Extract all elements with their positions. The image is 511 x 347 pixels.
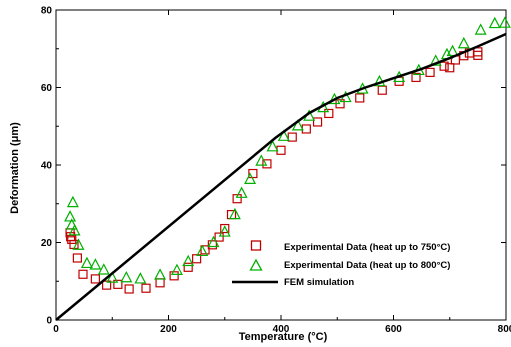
data-point-800: [228, 207, 241, 220]
data-point-800: [120, 270, 133, 283]
data-point-750: [102, 280, 112, 290]
data-point-750: [155, 278, 165, 288]
data-point-750: [169, 271, 179, 281]
data-point-800: [207, 235, 220, 248]
data-point-750: [473, 50, 483, 60]
data-point-800: [291, 119, 304, 131]
data-point-750: [214, 232, 224, 242]
data-point-800: [65, 218, 78, 230]
data-point-800: [64, 210, 77, 222]
data-point-750: [425, 67, 435, 77]
data-point-800: [80, 256, 93, 269]
fem-simulation-line: [55, 32, 507, 321]
data-point-750: [287, 132, 297, 142]
x-axis: 0 200 400 600 800: [53, 10, 511, 335]
y-axis-label: Deformation (μm): [9, 122, 21, 214]
y-tick-label: 40: [41, 161, 53, 172]
plot-area: [55, 9, 507, 321]
data-point-750: [207, 240, 217, 250]
x-tick-label: 600: [385, 324, 402, 335]
x-tick-label: 400: [273, 324, 290, 335]
data-point-750: [355, 93, 365, 103]
data-point-800: [429, 54, 442, 66]
data-point-800: [218, 225, 231, 237]
data-point-750: [124, 284, 134, 294]
data-point-800: [170, 263, 183, 275]
data-point-800: [68, 224, 81, 236]
legend-label-fem: FEM simulation: [284, 277, 354, 288]
data-point-750: [445, 63, 455, 73]
data-point-750: [220, 223, 230, 234]
data-point-800: [66, 195, 79, 208]
data-point-750: [183, 262, 193, 272]
y-tick-label: 20: [41, 238, 53, 249]
data-point-800: [89, 258, 102, 270]
x-tick-label: 200: [160, 324, 177, 335]
data-point-750: [72, 253, 82, 263]
data-point-800: [196, 244, 209, 257]
legend-marker-triangle: [249, 258, 263, 271]
data-point-750: [248, 168, 258, 179]
y-axis: 0 20 40 60 80: [41, 6, 506, 327]
data-point-750: [312, 117, 323, 127]
data-point-800: [154, 268, 167, 280]
legend-marker-square: [250, 240, 262, 251]
y-tick-label: 60: [41, 83, 53, 94]
data-point-800: [457, 36, 470, 49]
data-point-750: [192, 254, 202, 264]
data-point-750: [90, 274, 100, 284]
data-point-800: [244, 172, 257, 184]
data-point-800: [182, 254, 195, 267]
x-tick-label: 800: [498, 324, 511, 335]
data-point-750: [78, 269, 88, 279]
legend-label-800: Experimental Data (heat up to 800°C): [284, 260, 450, 271]
x-axis-label: Temperature (°C): [239, 331, 328, 343]
data-point-750: [301, 124, 311, 134]
data-point-750: [377, 85, 387, 95]
data-point-750: [232, 194, 242, 204]
data-point-800: [446, 44, 459, 57]
x-tick-label: 0: [53, 324, 59, 335]
data-point-750: [262, 159, 272, 169]
data-point-800: [97, 263, 110, 275]
legend: Experimental Data (heat up to 750°C) Exp…: [232, 240, 450, 288]
legend-label-750: Experimental Data (heat up to 750°C): [284, 242, 450, 253]
data-point-800: [474, 23, 487, 35]
data-point-800: [266, 139, 279, 152]
y-tick-label: 0: [46, 316, 52, 327]
data-point-800: [72, 238, 85, 250]
data-point-750: [276, 145, 286, 155]
data-point-800: [488, 16, 501, 29]
plot-border: [55, 9, 507, 321]
data-point-800: [235, 186, 248, 198]
data-point-800: [498, 16, 511, 28]
series-layer: [55, 16, 511, 321]
data-point-750: [141, 283, 151, 293]
data-point-750: [439, 61, 449, 71]
data-point-800: [106, 271, 119, 283]
y-tick-label: 80: [41, 6, 53, 17]
data-point-800: [277, 129, 290, 141]
data-point-750: [324, 108, 334, 119]
data-point-750: [113, 279, 123, 289]
data-point-750: [200, 245, 210, 255]
data-point-800: [134, 272, 147, 284]
data-point-750: [411, 72, 421, 83]
data-point-800: [255, 154, 268, 166]
